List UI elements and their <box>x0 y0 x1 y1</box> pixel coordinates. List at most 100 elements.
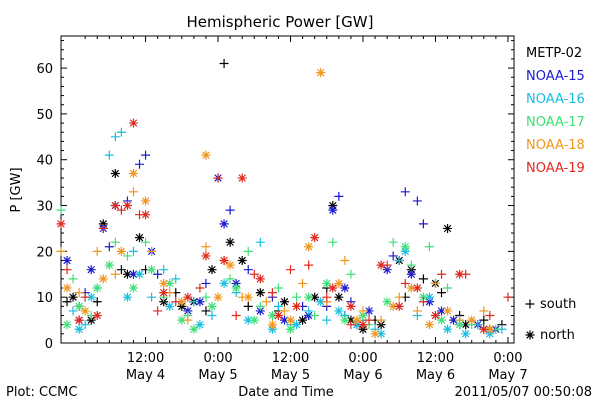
point-north <box>92 283 102 293</box>
point-north <box>430 311 440 321</box>
y-tick-label: 50 <box>36 108 53 123</box>
point-north <box>304 242 314 252</box>
point-south <box>267 288 277 298</box>
point-north <box>304 311 314 321</box>
point-south <box>141 237 151 247</box>
point-south <box>346 269 356 279</box>
point-north <box>292 320 302 330</box>
point-north <box>159 288 169 298</box>
point-north <box>328 283 338 293</box>
y-axis: 0 10 20 30 40 50 60 <box>36 40 514 352</box>
point-south <box>479 315 489 325</box>
point-north <box>376 260 386 270</box>
point-south <box>340 256 350 266</box>
point-north <box>334 278 344 288</box>
point-north <box>424 297 434 307</box>
point-south <box>189 297 199 307</box>
point-north <box>310 233 320 243</box>
point-north <box>328 201 338 211</box>
legend-marker-label: north <box>540 328 575 343</box>
point-north <box>322 278 332 288</box>
plot-frame <box>60 35 515 344</box>
point-south <box>201 278 211 288</box>
point-north <box>449 315 459 325</box>
point-north <box>485 324 495 334</box>
point-north <box>358 324 368 334</box>
point-south <box>80 320 90 330</box>
point-south <box>243 246 253 256</box>
point-south <box>412 306 422 316</box>
point-north <box>195 297 205 307</box>
point-south <box>62 265 72 275</box>
x-tick-date-label: May 5 <box>271 368 310 383</box>
point-north <box>328 205 338 215</box>
point-north <box>352 315 362 325</box>
point-south <box>225 205 235 215</box>
point-south <box>56 246 66 256</box>
point-south <box>68 306 78 316</box>
y-tick-label: 0 <box>45 337 53 352</box>
point-north <box>68 292 78 302</box>
point-south <box>80 292 90 302</box>
point-north <box>461 320 471 330</box>
point-south <box>225 274 235 284</box>
point-south <box>322 315 332 325</box>
point-south <box>334 191 344 201</box>
point-north <box>424 320 434 330</box>
y-tick-label: 60 <box>36 62 53 77</box>
point-south <box>255 237 265 247</box>
x-axis-label: Date and Time <box>238 385 334 400</box>
point-south <box>201 306 211 316</box>
point-south <box>116 265 126 275</box>
point-north <box>400 246 410 256</box>
point-south <box>364 315 374 325</box>
point-south <box>116 127 126 137</box>
x-tick-time-label: 0:00 <box>493 351 522 366</box>
point-north <box>201 251 211 261</box>
point-south <box>92 297 102 307</box>
point-south <box>110 237 120 247</box>
point-north <box>255 306 265 316</box>
point-south <box>406 260 416 270</box>
x-tick-date-label: May 5 <box>198 368 237 383</box>
point-south <box>122 251 132 261</box>
point-north <box>279 315 289 325</box>
point-north <box>74 301 84 311</box>
point-south <box>485 311 495 321</box>
point-south <box>135 159 145 169</box>
point-north <box>213 292 223 302</box>
point-north <box>437 306 447 316</box>
point-north <box>177 301 187 311</box>
point-south <box>479 306 489 316</box>
point-north <box>455 320 465 330</box>
point-north <box>183 306 193 316</box>
point-north <box>455 269 465 279</box>
point-north <box>207 265 217 275</box>
point-north <box>219 278 229 288</box>
point-north <box>62 320 72 330</box>
x-tick-time-label: 12:00 <box>417 351 454 366</box>
point-north <box>74 324 84 334</box>
point-north <box>406 265 416 275</box>
point-north <box>135 233 145 243</box>
x-axis: 12:00 May 4 0:00 May 5 12:00 May 5 0:00 May 6 12… <box>60 36 528 383</box>
point-south <box>346 320 356 330</box>
point-north <box>62 283 72 293</box>
point-north <box>461 329 471 339</box>
point-south <box>153 306 163 316</box>
point-north <box>207 301 217 311</box>
point-north <box>141 210 151 220</box>
point-north <box>292 301 302 311</box>
point-north <box>255 288 265 298</box>
point-south <box>394 256 404 266</box>
legend-entry: NOAA-15 <box>526 69 585 84</box>
point-south <box>437 269 447 279</box>
point-south <box>68 274 78 284</box>
point-north <box>243 292 253 302</box>
point-north <box>165 278 175 288</box>
point-north <box>376 320 386 330</box>
point-north <box>400 242 410 252</box>
point-north <box>219 219 229 229</box>
point-north <box>237 256 247 266</box>
point-north <box>418 292 428 302</box>
